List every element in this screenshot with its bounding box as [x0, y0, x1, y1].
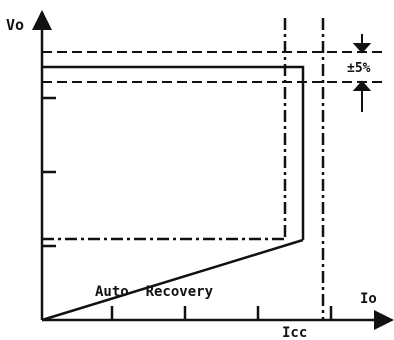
auto-recovery-label: Auto Recovery	[95, 284, 214, 300]
output-characteristic-curve	[42, 65, 305, 240]
y-axis-label: Vo	[6, 16, 24, 34]
x-axis-label: Io	[360, 291, 377, 307]
y-axis-ticks	[42, 96, 56, 248]
auto-recovery-line	[41, 238, 304, 322]
tolerance-label: ±5%	[347, 61, 371, 76]
x-axis-ticks	[110, 306, 333, 320]
current-limit-label: Icc	[282, 325, 307, 340]
tolerance-arrows	[352, 34, 372, 112]
